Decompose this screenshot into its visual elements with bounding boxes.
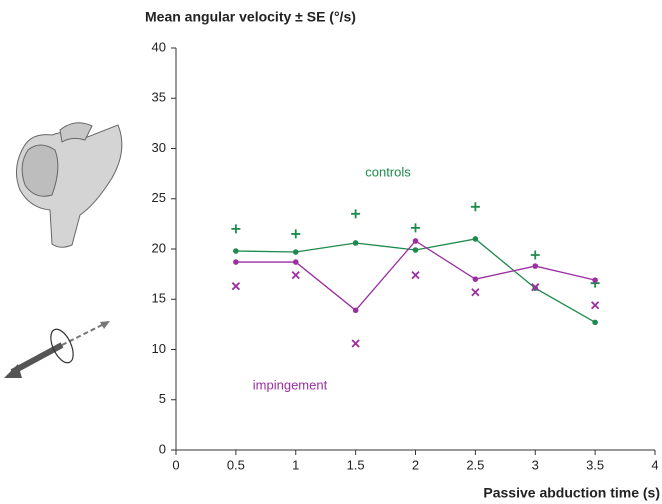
data-point: [233, 259, 239, 265]
error-marker: [411, 270, 420, 280]
data-point: [233, 248, 239, 254]
y-tick-label: 40: [152, 39, 166, 54]
error-marker: [231, 224, 241, 234]
y-tick-label: 20: [152, 240, 166, 255]
x-tick-label: 1.5: [347, 457, 365, 472]
error-marker: [590, 301, 600, 310]
x-tick-label: 0: [172, 457, 179, 472]
error-marker: [531, 283, 540, 292]
error-marker: [530, 250, 540, 260]
data-point: [532, 263, 539, 269]
x-tick-label: 3.5: [586, 457, 604, 472]
error-marker: [471, 288, 480, 297]
data-point: [412, 247, 419, 253]
data-point: [472, 236, 479, 242]
y-tick-label: 25: [152, 190, 166, 205]
data-point: [472, 276, 479, 282]
data-point: [352, 307, 359, 314]
x-tick-label: 3: [532, 457, 539, 472]
data-point: [412, 238, 419, 244]
data-point: [292, 249, 299, 255]
shoulder-illustration: [16, 122, 123, 248]
error-marker: [291, 270, 300, 280]
chart-title: Mean angular velocity ± SE (°/s): [145, 9, 356, 25]
x-tick-label: 2: [412, 457, 419, 472]
y-tick-label: 30: [152, 140, 166, 155]
x-tick-label: 1: [292, 457, 299, 472]
series-label: controls: [365, 164, 411, 179]
x-tick-label: 0.5: [227, 457, 245, 472]
error-marker: [231, 282, 241, 291]
data-point: [592, 277, 598, 283]
y-tick-label: 15: [152, 291, 166, 306]
y-tick-label: 5: [159, 391, 166, 406]
error-marker: [411, 223, 420, 233]
x-axis-label: Passive abduction time (s): [483, 485, 660, 501]
data-point: [292, 259, 299, 265]
y-tick-label: 35: [152, 90, 166, 105]
y-tick-label: 10: [152, 341, 166, 356]
x-tick-label: 4: [651, 457, 658, 472]
x-tick-label: 2.5: [466, 457, 484, 472]
data-point: [592, 319, 598, 326]
error-marker: [351, 339, 360, 348]
y-tick-label: 0: [159, 441, 166, 456]
rotation-axis-icon: [4, 321, 110, 378]
error-marker: [351, 209, 361, 219]
series-label: impingement: [253, 377, 328, 392]
error-marker: [470, 202, 480, 212]
data-point: [352, 240, 359, 246]
error-marker: [291, 229, 301, 239]
